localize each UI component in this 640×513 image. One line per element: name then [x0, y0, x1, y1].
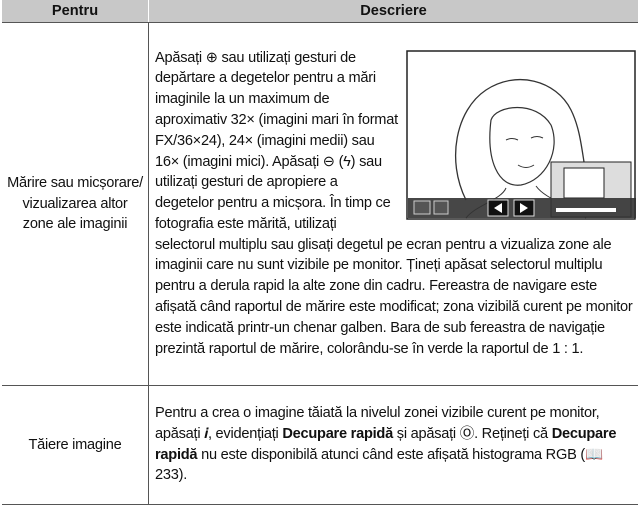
- row-label: Tăiere imagine: [2, 385, 149, 505]
- row: Mărire sau micșorare/ vizualizarea altor…: [2, 22, 638, 386]
- bold-text: Decupare rapidă: [282, 425, 393, 442]
- header-cell: Descriere: [148, 0, 638, 23]
- row-label: Mărire sau micșorare/ vizualizarea altor…: [2, 22, 149, 386]
- text: nu este disponibilă atunci când este afi…: [155, 446, 603, 484]
- text: Apăsați ⊕ sau utilizați gesturi de depăr…: [155, 49, 633, 357]
- header-cell: Pentru: [2, 0, 149, 23]
- text: și apăsați Ⓞ. Rețineți că: [392, 425, 552, 442]
- text: Pentru a crea o imagine tăiată la nivelu…: [155, 404, 600, 442]
- row: Tăiere imagine Pentru a crea o imagine t…: [2, 385, 638, 505]
- table: Pentru Descriere Mărire sau micșorare/ v…: [2, 0, 638, 505]
- header-row: Pentru Descriere: [2, 0, 638, 23]
- description-cell: Apăsați ⊕ sau utilizați gesturi de depăr…: [148, 22, 638, 386]
- bold-text: Decupare rapidă: [155, 425, 617, 463]
- description-cell: Pentru a crea o imagine tăiată la nivelu…: [148, 385, 638, 505]
- illustration: [406, 49, 636, 220]
